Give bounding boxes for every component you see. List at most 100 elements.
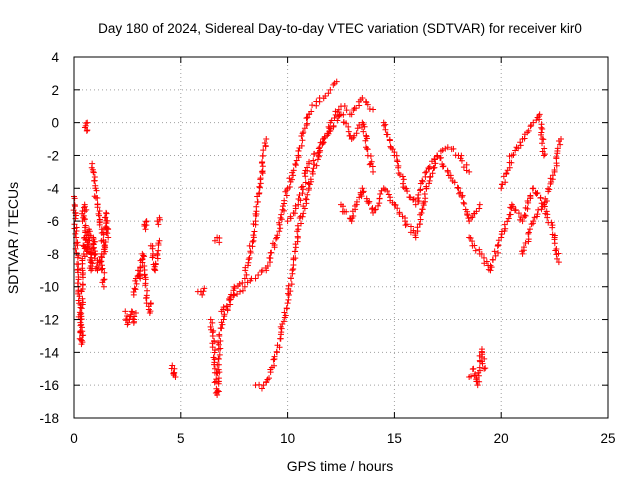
data-point [80,212,87,219]
data-point [431,156,438,163]
data-point [207,316,214,323]
data-point [142,226,149,233]
data-point [525,127,532,134]
data-point [512,147,519,154]
data-point [96,221,103,228]
data-point [400,176,407,183]
data-point [295,195,302,202]
data-point [264,263,271,270]
data-point [71,195,78,202]
data-point [274,342,281,349]
data-point [336,112,343,119]
data-point [128,308,135,315]
data-point [302,179,309,186]
data-point [358,193,365,200]
data-point [90,169,97,176]
data-point [468,373,475,380]
data-point [534,211,541,218]
data-point [541,145,548,152]
data-point [76,293,83,300]
data-point [83,206,90,213]
data-point [416,220,423,227]
data-point [348,111,355,118]
data-point [231,291,238,298]
data-point [395,164,402,171]
data-point [292,160,299,167]
data-point [382,121,389,128]
data-point [96,208,103,215]
data-point [507,211,514,218]
data-point [521,212,528,219]
data-point [313,162,320,169]
data-point [259,159,266,166]
data-point [423,183,430,190]
data-point [501,221,508,228]
data-point [78,305,85,312]
data-point [380,185,387,192]
data-point [283,305,290,312]
data-point [488,264,495,271]
data-point [404,188,411,195]
data-point [98,266,105,273]
data-point [415,191,422,198]
x-tick-label: 10 [280,431,295,446]
data-point [544,214,551,221]
data-point [75,297,82,304]
y-tick-label: -14 [39,345,59,360]
data-point [310,165,317,172]
data-point [141,253,148,260]
data-point [353,198,360,205]
data-point [299,130,306,137]
data-point [266,254,273,261]
data-point [151,265,158,272]
data-point [421,190,428,197]
data-point [278,329,285,336]
data-point [172,373,179,380]
data-point [92,194,99,201]
data-point [525,229,532,236]
data-point [298,220,305,227]
data-point [314,156,321,163]
data-point [450,145,457,152]
data-point [79,299,86,306]
data-point [226,295,233,302]
data-point [540,136,547,143]
data-point [515,210,522,217]
data-point [209,344,216,351]
data-point [510,203,517,210]
y-tick-label: -6 [47,214,59,229]
data-point [304,164,311,171]
data-point [209,319,216,326]
data-point [211,349,218,356]
data-point [290,172,297,179]
data-point [407,223,414,230]
data-point [90,244,97,251]
data-point [90,234,97,241]
data-point [304,114,311,121]
data-point [511,207,518,214]
data-point [252,218,259,225]
data-point [84,119,91,126]
data-point [253,203,260,210]
data-point [303,196,310,203]
data-point [247,248,254,255]
data-point [271,353,278,360]
data-point [220,316,227,323]
data-point [339,203,346,210]
data-point [125,319,132,326]
data-point [426,180,433,187]
data-point [256,190,263,197]
data-point [399,173,406,180]
data-point [442,145,449,152]
data-point [353,105,360,112]
data-point [458,157,465,164]
data-point [298,142,305,149]
data-point [385,191,392,198]
data-point [86,237,93,244]
data-point [461,200,468,207]
data-point [345,123,352,130]
data-point [530,218,537,225]
data-point [426,163,433,170]
data-point [85,242,92,249]
data-point [105,234,112,241]
